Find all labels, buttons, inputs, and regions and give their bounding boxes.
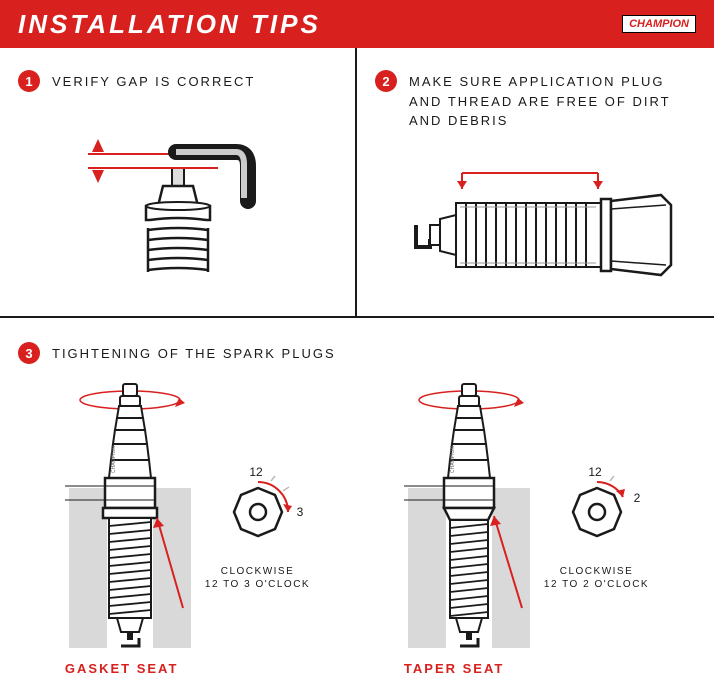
gasket-seat-block: CHAMPION — [65, 378, 310, 676]
step-2-number: 2 — [375, 70, 397, 92]
taper-caption: CLOCKWISE 12 TO 2 O'CLOCK — [544, 565, 649, 591]
taper-plug-icon: CHAMPION — [404, 378, 534, 648]
gasket-plug-icon: CHAMPION — [65, 378, 195, 648]
step-2-text: MAKE SURE APPLICATION PLUG AND THREAD AR… — [409, 70, 696, 131]
step-2-panel: 2 MAKE SURE APPLICATION PLUG AND THREAD … — [357, 48, 714, 316]
svg-text:12: 12 — [588, 465, 602, 479]
header-bar: INSTALLATION TIPS CHAMPION — [0, 0, 714, 48]
svg-text:2: 2 — [633, 491, 640, 505]
svg-text:CHAMPION: CHAMPION — [111, 446, 117, 473]
top-row: 1 VERIFY GAP IS CORRECT — [0, 48, 714, 318]
dial-12-label: 12 — [249, 465, 263, 479]
step-1-text: VERIFY GAP IS CORRECT — [52, 70, 255, 92]
step-3-figures: CHAMPION — [18, 378, 696, 676]
step-1-figure — [18, 106, 337, 281]
svg-text:CHAMPION: CHAMPION — [450, 446, 456, 473]
gasket-dial: 12 3 CLOCKWISE 12 TO 3 O'CLOCK — [205, 464, 310, 591]
step-3-text: TIGHTENING OF THE SPARK PLUGS — [52, 342, 336, 364]
step-2-figure — [375, 145, 696, 295]
gasket-seat-label: GASKET SEAT — [65, 661, 195, 676]
brand-logo: CHAMPION — [622, 15, 696, 33]
step-3-head: 3 TIGHTENING OF THE SPARK PLUGS — [18, 342, 696, 364]
taper-seat-block: CHAMPION — [404, 378, 649, 676]
taper-dial: 12 2 CLOCKWISE 12 TO 2 O'CLOCK — [544, 464, 649, 591]
dial-3-label: 3 — [296, 505, 303, 519]
taper-seat-label: TAPER SEAT — [404, 661, 534, 676]
gasket-caption: CLOCKWISE 12 TO 3 O'CLOCK — [205, 565, 310, 591]
step-1-head: 1 VERIFY GAP IS CORRECT — [18, 70, 337, 92]
step-1-number: 1 — [18, 70, 40, 92]
header-title: INSTALLATION TIPS — [18, 9, 321, 40]
step-2-head: 2 MAKE SURE APPLICATION PLUG AND THREAD … — [375, 70, 696, 131]
step-1-panel: 1 VERIFY GAP IS CORRECT — [0, 48, 357, 316]
step-3-panel: 3 TIGHTENING OF THE SPARK PLUGS — [0, 318, 714, 686]
step-3-number: 3 — [18, 342, 40, 364]
